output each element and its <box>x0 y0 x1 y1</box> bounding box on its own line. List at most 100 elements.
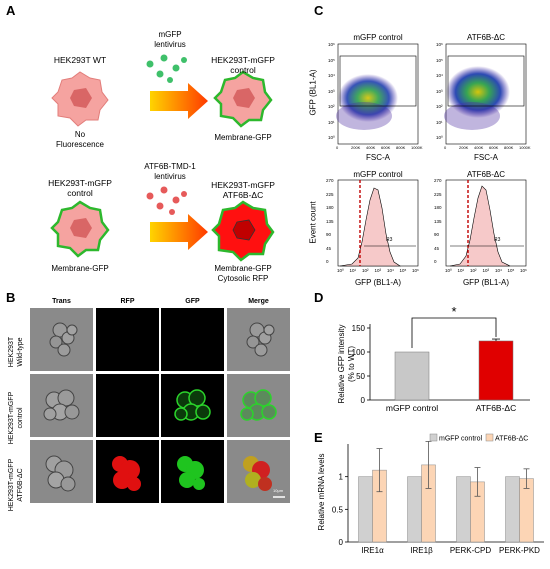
hist-ytick: 0 <box>434 259 437 264</box>
scatter-ytick: 10² <box>436 104 443 109</box>
scatter-ytick: 10¹ <box>328 119 335 125</box>
scatter-ytick: 10⁶ <box>436 42 443 47</box>
bar <box>505 476 520 543</box>
micrograph-wt-merge <box>227 308 290 371</box>
y-tick-label: 150 <box>352 324 366 333</box>
significance-bracket <box>411 317 497 348</box>
arrow-right-icon <box>150 83 208 119</box>
x-tick-label: IRE1β <box>410 546 433 555</box>
scatter-ytick: 10¹ <box>436 119 443 125</box>
hist-ytick: 225 <box>326 191 334 197</box>
panel-a-diagram <box>50 54 275 262</box>
micrograph-control-gfp <box>161 374 224 437</box>
micrograph-atf6b-trans <box>30 440 93 503</box>
legend-swatch <box>429 433 438 442</box>
scatter-xtick: 400K <box>474 145 484 150</box>
scatter-ylabel: GFP (BL1-A) <box>308 69 318 116</box>
scatter-plot-atf6b <box>444 43 527 145</box>
x-tick-label: PERK-CPD <box>450 546 492 555</box>
col-gfp: GFP <box>185 298 200 305</box>
panel-c-flow <box>336 43 527 267</box>
scatter-xtick: 200K <box>459 145 469 150</box>
scatter-title-control: mGFP control <box>353 33 403 42</box>
hist-xtick: 10³ <box>374 268 382 273</box>
hist-xtick: 10¹ <box>349 268 357 273</box>
svg-text:(% to WT): (% to WT) <box>347 346 356 382</box>
gate-label-atf6b: R3 <box>494 237 501 243</box>
bar <box>478 340 514 401</box>
col-merge: Merge <box>248 298 269 305</box>
chart-d: 0 50 100 150 mGFP control ATF6B-ΔC * Relative G… <box>337 304 530 413</box>
scatter-xtick: 0 <box>444 145 447 150</box>
x-tick-label: IRE1α <box>361 546 384 555</box>
y-tick-label: 0 <box>339 538 344 547</box>
significance-star: * <box>451 304 456 319</box>
hist-xlabel-atf6b: GFP (BL1-A) <box>462 278 510 287</box>
x-tick-label: mGFP control <box>386 403 438 413</box>
micrograph-control-rfp <box>96 374 159 437</box>
hist-xtick: 10⁶ <box>412 268 419 273</box>
mgfp-lentivirus-label: mGFP lentivirus <box>154 30 186 49</box>
hist-title-atf6b: ATF6B-ΔC <box>466 170 506 179</box>
hist-xtick: 10⁴ <box>495 268 502 273</box>
scatter-xtick: 600K <box>489 145 499 150</box>
micrograph-wt-trans <box>30 308 93 371</box>
micrograph-wt-gfp <box>161 308 224 371</box>
panel-a-label: A <box>6 3 16 18</box>
micrograph-atf6b-gfp <box>161 440 224 503</box>
hist-ytick: 45 <box>326 245 332 251</box>
scatter-ytick: 10⁴ <box>436 73 443 78</box>
micrograph-atf6b-rfp <box>96 440 159 503</box>
hist-ytick: 270 <box>434 178 442 183</box>
y-tick-label: 1 <box>339 473 344 482</box>
scatter-xlabel-atf6b: FSC-A <box>474 153 498 162</box>
atf6b-lentivirus-label: ATF6B-TMD-1 lentivirus <box>144 162 196 181</box>
bar <box>358 476 373 543</box>
bar <box>407 476 422 543</box>
virus-icon <box>146 186 187 215</box>
scatter-ytick: 10³ <box>436 88 443 94</box>
x-tick-label: PERK-PKD <box>499 546 540 555</box>
y-tick-label: 0.5 <box>332 505 344 514</box>
hist-xtick: 10³ <box>482 268 490 273</box>
membrane-cytosolic-label: Membrane-GFP Cytosolic RFP <box>214 264 272 283</box>
scale-bar-label: 10μm <box>273 488 284 493</box>
wt-label: HEK293T WT <box>53 55 107 65</box>
hist-xtick: 10⁰ <box>337 268 344 273</box>
panel-d-label: D <box>314 290 324 305</box>
mgfp-left-title: HEK293T-mGFP control <box>48 178 112 198</box>
hist-xtick: 10⁰ <box>445 268 452 273</box>
gate-label-control: R3 <box>386 237 393 243</box>
atf6b-cell-icon <box>211 200 275 262</box>
scatter-xtick: 600K <box>381 145 391 150</box>
scatter-xlabel-control: FSC-A <box>366 153 390 162</box>
svg-text:Relative mRNA levels: Relative mRNA levels <box>317 454 326 531</box>
scatter-xtick: 800K <box>504 145 514 150</box>
hist-xtick: 10⁴ <box>387 268 394 273</box>
hist-ytick: 90 <box>434 232 440 237</box>
membrane-gfp-label-2: Membrane-GFP <box>51 264 109 273</box>
histogram-control <box>337 179 419 267</box>
hist-xtick: 10² <box>470 268 477 273</box>
chart-e: 0 0.5 1 IRE1α IRE1β PERK-CPD PERK-PKD mGFP cont… <box>317 433 544 555</box>
scatter-ytick: 10⁵ <box>328 57 335 63</box>
scatter-ytick: 10⁰ <box>328 135 335 140</box>
hist-xtick: 10⁵ <box>399 268 407 273</box>
legend-label: ATF6B-ΔC <box>495 436 528 443</box>
micrograph-atf6b-merge: 10μm <box>227 440 290 503</box>
membrane-gfp-label: Membrane-GFP <box>214 133 272 142</box>
legend-swatch <box>485 433 494 442</box>
col-trans: Trans <box>52 298 71 305</box>
row-label-control: HEK293T-mGFP control <box>8 391 24 445</box>
arrow-right-icon <box>150 214 208 250</box>
hist-ytick: 135 <box>326 218 334 224</box>
scatter-xtick: 400K <box>366 145 376 150</box>
hist-title-control: mGFP control <box>353 170 403 179</box>
scatter-xtick: 200K <box>351 145 361 150</box>
scatter-xtick: 800K <box>396 145 406 150</box>
hist-ytick: 90 <box>326 232 332 237</box>
svg-text:Relative GFP intensity: Relative GFP intensity <box>337 325 346 404</box>
hist-xlabel-control: GFP (BL1-A) <box>354 278 402 287</box>
y-axis-label: Relative mRNA levels <box>317 454 326 531</box>
micrograph-wt-rfp <box>96 308 159 371</box>
